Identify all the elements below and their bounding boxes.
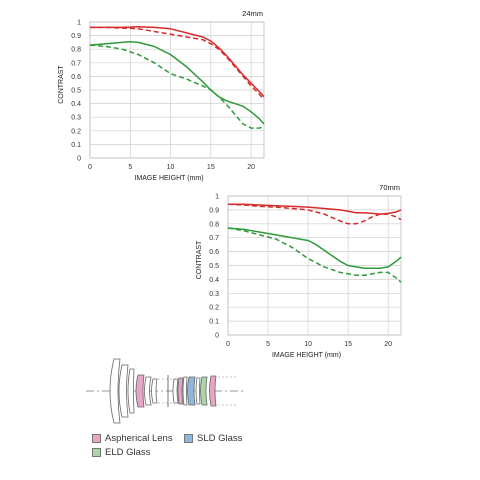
y-tick-label: 0.4 xyxy=(209,277,219,284)
legend-label-sld: SLD Glass xyxy=(197,433,243,444)
series-line xyxy=(90,26,265,100)
x-tick-label: 15 xyxy=(344,341,352,348)
y-tick-label: 0 xyxy=(77,156,81,163)
x-tick-label: 20 xyxy=(384,341,392,348)
lens-diagram xyxy=(86,358,246,424)
y-tick-label: 0.1 xyxy=(71,142,81,149)
y-tick-label: 0.5 xyxy=(209,263,219,270)
x-tick-label: 20 xyxy=(247,164,255,171)
x-tick-label: 15 xyxy=(207,164,215,171)
sld-glass-element xyxy=(187,376,196,406)
aspherical-swatch xyxy=(92,434,101,443)
y-axis-label: CONTRAST xyxy=(58,65,65,104)
y-tick-label: 0.7 xyxy=(71,60,81,67)
y-tick-label: 0.4 xyxy=(71,101,81,108)
lens-element xyxy=(118,364,129,418)
lens-element xyxy=(127,368,135,414)
y-tick-label: 0.2 xyxy=(209,305,219,312)
eld-glass-element xyxy=(200,376,208,406)
legend-eld: ELD Glass xyxy=(92,447,150,458)
series-line xyxy=(90,26,265,98)
lens-element xyxy=(151,378,158,404)
y-tick-label: 0.3 xyxy=(209,291,219,298)
legend-label-eld: ELD Glass xyxy=(105,447,151,458)
y-tick-label: 0.9 xyxy=(209,207,219,214)
series-line xyxy=(227,227,402,283)
y-tick-label: 0.7 xyxy=(209,235,219,242)
legend-sld: SLD Glass xyxy=(184,433,242,444)
y-tick-label: 0.1 xyxy=(209,319,219,326)
plot-frame xyxy=(227,195,402,336)
sld-swatch xyxy=(184,434,193,443)
x-axis-label: IMAGE HEIGHT (mm) xyxy=(134,175,203,182)
y-tick-label: 0.6 xyxy=(71,74,81,81)
lens-element xyxy=(144,376,152,406)
y-tick-label: 0 xyxy=(215,333,219,340)
y-tick-label: 0.3 xyxy=(71,115,81,122)
x-axis-label: IMAGE HEIGHT (mm) xyxy=(272,352,341,359)
x-tick-label: 10 xyxy=(167,164,175,171)
chart-title: 70mm xyxy=(379,183,400,192)
y-tick-label: 0.8 xyxy=(209,221,219,228)
x-tick-label: 0 xyxy=(226,341,230,348)
plot-frame xyxy=(89,21,265,159)
aspherical-lens-element xyxy=(177,377,184,405)
y-tick-label: 1 xyxy=(215,194,219,201)
legend-label-aspherical: Aspherical Lens xyxy=(105,433,173,444)
y-axis-label: CONTRAST xyxy=(196,240,203,279)
x-tick-label: 10 xyxy=(304,341,312,348)
series-line xyxy=(227,203,402,225)
series-line xyxy=(89,44,265,129)
chart-title: 24mm xyxy=(242,9,263,18)
y-tick-label: 1 xyxy=(77,20,81,27)
y-tick-label: 0.6 xyxy=(209,249,219,256)
lens-element xyxy=(182,376,188,406)
lens-element xyxy=(109,358,121,424)
x-tick-label: 0 xyxy=(88,164,92,171)
y-tick-label: 0.9 xyxy=(71,33,81,40)
aspherical-lens-element xyxy=(209,375,217,407)
x-tick-label: 5 xyxy=(128,164,132,171)
lens-element xyxy=(195,377,201,405)
y-tick-label: 0.5 xyxy=(71,88,81,95)
lens-element xyxy=(172,378,179,404)
aspherical-lens-element xyxy=(135,374,145,408)
y-tick-label: 0.2 xyxy=(71,128,81,135)
eld-swatch xyxy=(92,448,101,457)
series-line xyxy=(227,227,402,270)
legend-aspherical: Aspherical Lens xyxy=(92,433,173,444)
y-tick-label: 0.8 xyxy=(71,47,81,54)
series-line xyxy=(89,40,265,125)
x-tick-label: 5 xyxy=(266,341,270,348)
